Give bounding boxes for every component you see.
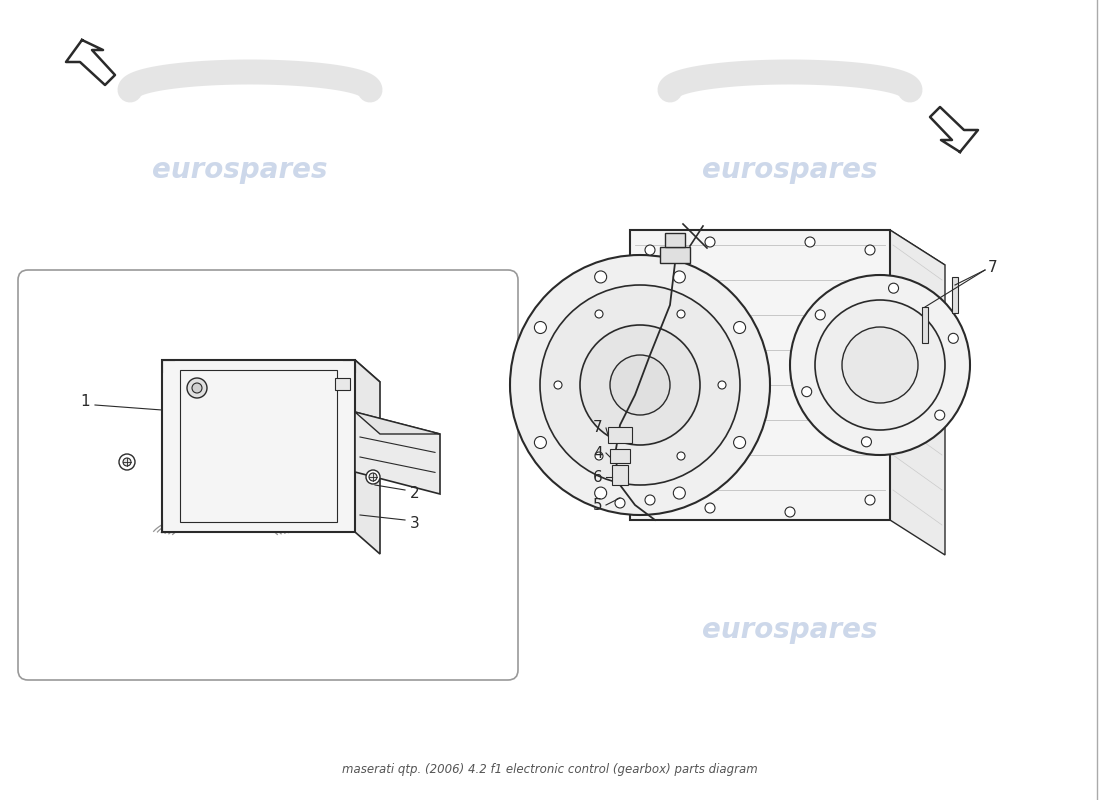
Circle shape [805, 237, 815, 247]
Text: 1: 1 [80, 394, 90, 410]
Polygon shape [890, 230, 945, 555]
Polygon shape [162, 360, 355, 532]
Text: 2: 2 [410, 486, 420, 501]
Text: maserati qtp. (2006) 4.2 f1 electronic control (gearbox) parts diagram: maserati qtp. (2006) 4.2 f1 electronic c… [342, 763, 758, 777]
Circle shape [815, 300, 945, 430]
Polygon shape [630, 230, 945, 265]
Circle shape [187, 378, 207, 398]
Polygon shape [162, 360, 380, 382]
Text: eurospares: eurospares [702, 156, 878, 184]
Circle shape [734, 437, 746, 449]
Circle shape [535, 437, 547, 449]
Polygon shape [630, 230, 890, 520]
Circle shape [123, 458, 131, 466]
Circle shape [673, 271, 685, 283]
Bar [608, 427, 632, 443]
Text: eurospares: eurospares [152, 616, 328, 644]
Bar [610, 449, 630, 463]
Circle shape [790, 275, 970, 455]
Circle shape [615, 498, 625, 508]
Bar [666, 233, 685, 247]
Circle shape [865, 495, 874, 505]
Circle shape [948, 334, 958, 343]
Circle shape [595, 487, 607, 499]
Circle shape [676, 310, 685, 318]
Circle shape [785, 507, 795, 517]
Circle shape [645, 245, 654, 255]
Circle shape [610, 355, 670, 415]
Circle shape [510, 255, 770, 515]
Polygon shape [336, 378, 350, 390]
Circle shape [889, 283, 899, 293]
Polygon shape [355, 412, 440, 494]
Circle shape [540, 285, 740, 485]
Circle shape [865, 245, 874, 255]
Bar [612, 465, 628, 485]
FancyBboxPatch shape [18, 270, 518, 680]
Circle shape [861, 437, 871, 447]
Circle shape [554, 381, 562, 389]
Circle shape [580, 325, 700, 445]
Bar [922, 307, 928, 343]
Circle shape [645, 495, 654, 505]
Polygon shape [355, 412, 440, 434]
Text: eurospares: eurospares [152, 156, 328, 184]
Circle shape [595, 310, 603, 318]
Bar [660, 247, 690, 263]
Text: eurospares: eurospares [702, 616, 878, 644]
Circle shape [368, 473, 377, 481]
Text: 4: 4 [593, 446, 603, 461]
Circle shape [815, 310, 825, 320]
Circle shape [119, 454, 135, 470]
Circle shape [705, 237, 715, 247]
Circle shape [366, 470, 379, 484]
Circle shape [595, 271, 607, 283]
Circle shape [705, 503, 715, 513]
Circle shape [192, 383, 202, 393]
Polygon shape [355, 360, 380, 554]
Text: 7: 7 [988, 261, 998, 275]
Circle shape [595, 452, 603, 460]
Circle shape [673, 487, 685, 499]
Text: 5: 5 [593, 498, 603, 513]
Circle shape [535, 322, 547, 334]
Circle shape [718, 381, 726, 389]
Circle shape [935, 410, 945, 420]
Bar [952, 277, 958, 313]
Text: 7: 7 [593, 421, 603, 435]
Circle shape [676, 452, 685, 460]
Circle shape [802, 386, 812, 397]
Circle shape [842, 327, 918, 403]
Text: 6: 6 [593, 470, 603, 485]
Circle shape [734, 322, 746, 334]
Text: 3: 3 [410, 515, 420, 530]
